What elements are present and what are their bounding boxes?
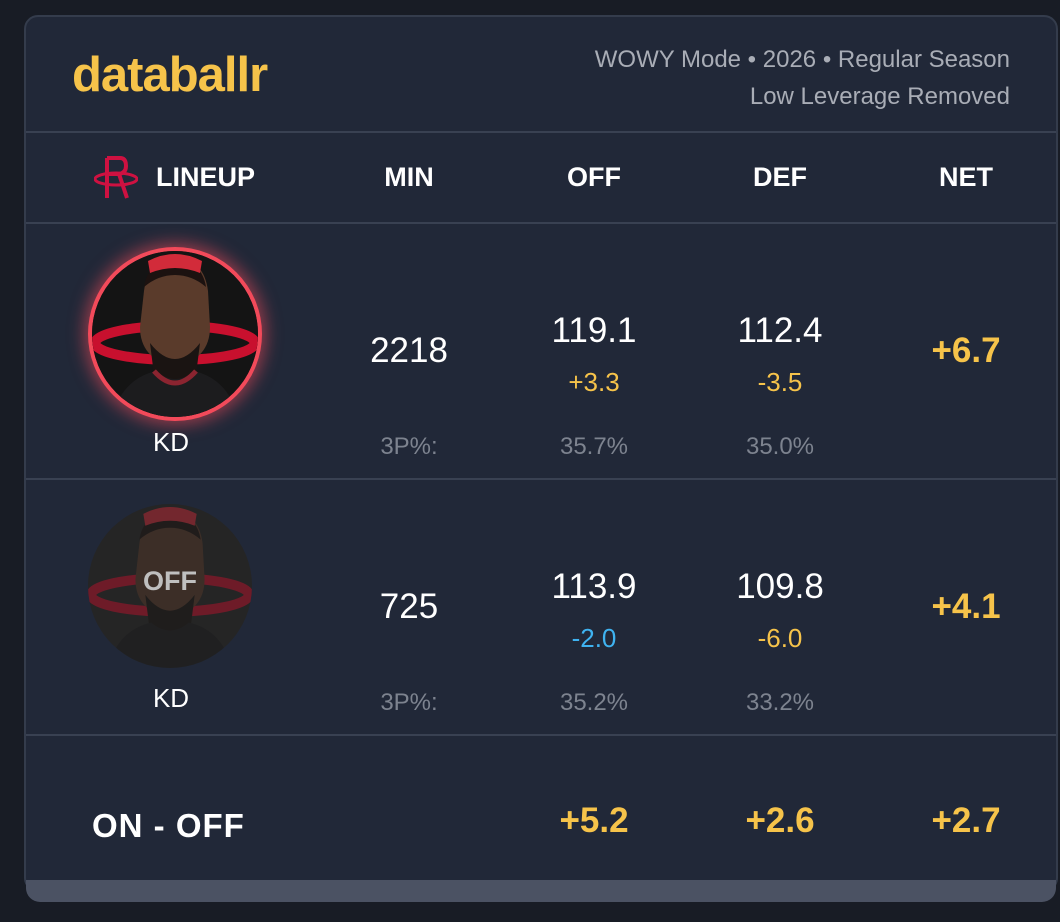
col-header-net[interactable]: NET xyxy=(939,162,993,192)
on-off-def-diff: +2.6 xyxy=(745,801,815,840)
def-rating: 112.4 xyxy=(737,311,823,350)
divider xyxy=(26,734,1056,736)
divider xyxy=(26,131,1056,133)
filter-line-leverage: Low Leverage Removed xyxy=(749,83,1010,110)
def-delta: -6.0 xyxy=(757,623,803,653)
minutes-value: 2218 xyxy=(370,331,448,370)
threep-label: 3P%: xyxy=(380,689,438,716)
col-header-off[interactable]: OFF xyxy=(567,162,621,192)
on-off-off-diff: +5.2 xyxy=(559,801,629,840)
player-name: KD xyxy=(152,683,190,713)
player-avatar-on[interactable] xyxy=(88,247,262,421)
net-rating: +6.7 xyxy=(931,331,1001,370)
on-off-label: ON - OFF xyxy=(92,807,245,844)
minutes-value: 725 xyxy=(379,587,439,626)
databallr-logo: databallr xyxy=(72,48,268,102)
off-delta: +3.3 xyxy=(568,367,620,397)
net-rating: +4.1 xyxy=(931,587,1001,626)
col-header-min[interactable]: MIN xyxy=(384,162,434,192)
on-off-net-diff: +2.7 xyxy=(931,801,1001,840)
def-delta: -3.5 xyxy=(757,367,803,397)
off-rating: 113.9 xyxy=(551,567,637,606)
team-logo-icon xyxy=(93,152,139,202)
threep-off: 35.2% xyxy=(559,689,629,716)
threep-def: 33.2% xyxy=(745,689,815,716)
off-delta: -2.0 xyxy=(571,623,617,653)
player-name: KD xyxy=(152,427,190,457)
player-headshot xyxy=(92,251,258,417)
divider xyxy=(26,222,1056,224)
player-avatar-off[interactable]: OFF xyxy=(88,504,252,668)
threep-off: 35.7% xyxy=(559,433,629,460)
card-footer-edge xyxy=(26,880,1056,902)
player-headshot xyxy=(88,504,252,668)
off-rating: 119.1 xyxy=(551,311,637,350)
col-header-def[interactable]: DEF xyxy=(753,162,807,192)
threep-def: 35.0% xyxy=(745,433,815,460)
col-header-lineup[interactable]: LINEUP xyxy=(156,162,256,192)
filter-summary: WOWY Mode • 2026 • Regular Season Low Le… xyxy=(595,41,1010,115)
threep-label: 3P%: xyxy=(380,433,438,460)
def-rating: 109.8 xyxy=(736,567,824,606)
off-overlay-label: OFF xyxy=(143,566,197,596)
filter-line-mode: WOWY Mode • 2026 • Regular Season xyxy=(594,46,1010,73)
divider xyxy=(26,478,1056,480)
wowy-card: databallr WOWY Mode • 2026 • Regular Sea… xyxy=(24,15,1058,892)
